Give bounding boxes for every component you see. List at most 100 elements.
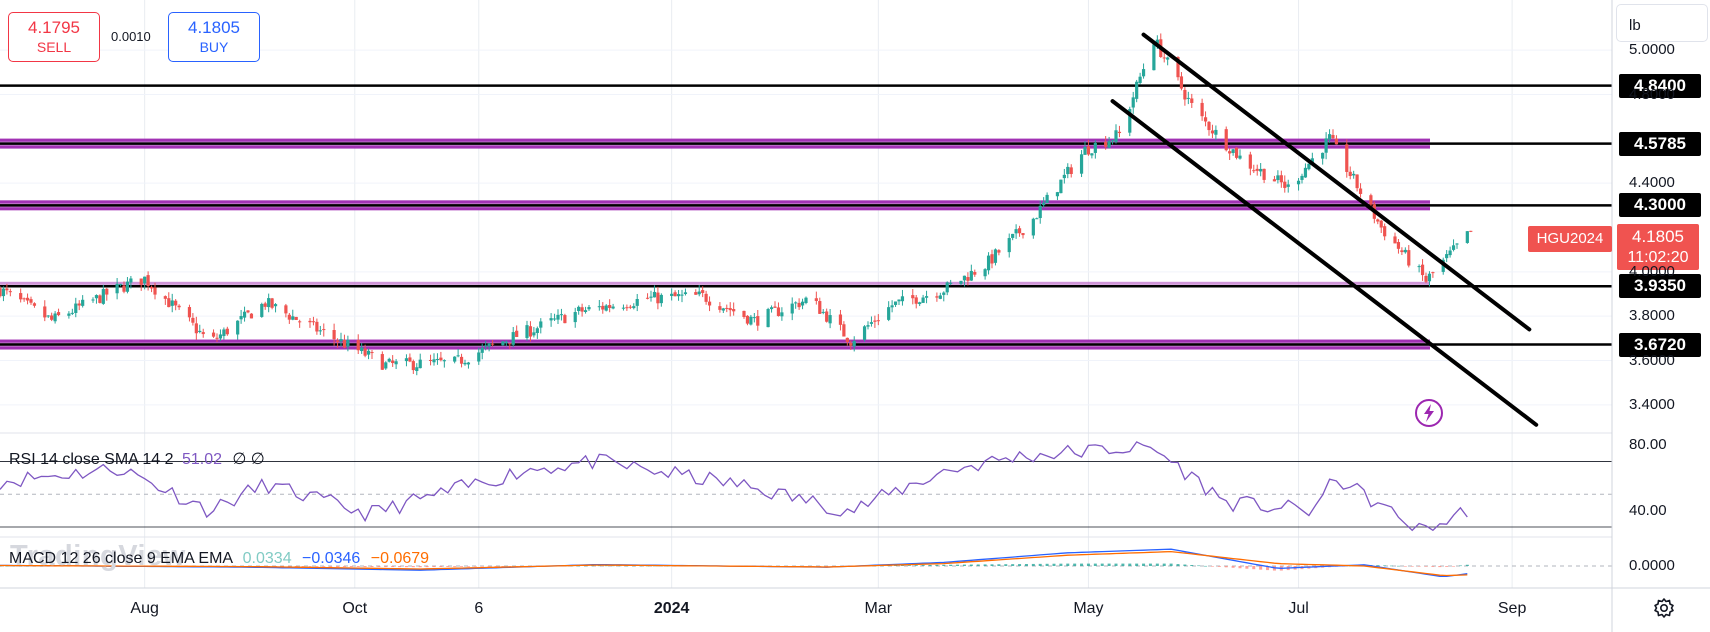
lightning-icon[interactable] [1413, 397, 1445, 429]
buy-label: BUY [199, 39, 229, 55]
candle-body [814, 298, 818, 301]
candle-body [825, 311, 829, 322]
candle-body [287, 314, 291, 320]
macd-histogram-bar [983, 564, 987, 566]
candle-body [797, 302, 801, 308]
candle-body [804, 297, 808, 304]
candle-body [918, 302, 922, 305]
candle-body [794, 302, 798, 304]
candle-body [676, 294, 681, 297]
macd-histogram-bar [384, 566, 388, 568]
macd-histogram-bar [1465, 564, 1469, 566]
candle-body [1214, 129, 1218, 135]
macd-histogram-bar [1396, 565, 1400, 567]
macd-histogram-bar [446, 566, 450, 567]
macd-histogram-bar [825, 566, 829, 567]
candle-body [163, 296, 167, 299]
macd-histogram-bar [1128, 563, 1132, 566]
macd-histogram-bar [1038, 563, 1042, 566]
candle-body [1324, 138, 1328, 153]
channel-trendline-upper[interactable] [1141, 32, 1532, 332]
candle-body [1224, 129, 1228, 151]
time-axis-tick: Oct [342, 600, 368, 617]
candle-body [370, 352, 374, 354]
unit-selector[interactable]: lb [1616, 4, 1708, 42]
candle-body [1117, 131, 1122, 134]
candle-body [966, 277, 970, 281]
macd-histogram-bar [1004, 564, 1008, 566]
candle-body [852, 340, 856, 347]
candle-body [652, 291, 657, 298]
candle-body [611, 306, 615, 309]
candle-body [1248, 154, 1252, 169]
candle-body [1107, 141, 1111, 148]
candle-body [1259, 168, 1263, 172]
candle-body [608, 305, 612, 308]
candle-body [5, 288, 9, 291]
rsi-legend[interactable]: RSI 14 close SMA 14 2 51.02 ∅ ∅ [9, 449, 265, 469]
macd-histogram-bar [473, 566, 477, 567]
macd-histogram-bar [487, 566, 491, 567]
macd-histogram-bar [962, 564, 966, 566]
candle-body [387, 358, 391, 362]
candle-body [528, 326, 533, 337]
macd-histogram-bar [1217, 566, 1221, 567]
candle-body [818, 301, 822, 314]
candle-body [380, 354, 384, 370]
candle-body [22, 298, 26, 300]
macd-axis-tick: 0.0000 [1629, 557, 1675, 574]
candle-body [101, 289, 105, 304]
candle-body [122, 285, 126, 292]
macd-legend[interactable]: MACD 12 26 close 9 EMA EMA 0.0334 −0.034… [9, 550, 429, 568]
candle-body [1255, 168, 1259, 171]
buy-button[interactable]: 4.1805 BUY [168, 12, 260, 62]
candle-body [773, 306, 777, 308]
macd-histogram-bar [1431, 566, 1435, 567]
candle-body [46, 315, 50, 317]
macd-histogram-bar [1162, 563, 1166, 566]
candle-body [1207, 121, 1211, 131]
candle-body [1035, 218, 1039, 220]
candle-body [849, 342, 853, 346]
candle-body [149, 286, 154, 289]
macd-histogram-bar [1417, 566, 1421, 567]
candle-body [597, 306, 601, 308]
candle-body [1141, 69, 1146, 77]
candle-body [391, 360, 395, 364]
macd-legend-hist: 0.0334 [242, 550, 292, 567]
candle-body [504, 341, 508, 343]
candle-body [525, 325, 529, 338]
candle-body [1104, 141, 1108, 147]
candle-body [549, 318, 553, 321]
time-axis-tick: May [1073, 600, 1104, 617]
candle-body [215, 337, 219, 339]
channel-trendline-lower[interactable] [1110, 99, 1539, 427]
candle-body [273, 304, 278, 307]
candle-body [745, 315, 750, 324]
candle-body [1407, 250, 1411, 266]
candle-body [439, 357, 443, 361]
candle-body [1166, 57, 1170, 60]
candle-body [442, 360, 446, 362]
candle-body [1296, 180, 1301, 185]
macd-histogram-bar [914, 565, 918, 566]
macd-histogram-bar [1148, 563, 1152, 566]
candle-body [191, 317, 195, 323]
candle-body [1417, 266, 1421, 268]
candle-body [838, 314, 843, 325]
rsi-legend-extra: ∅ ∅ [232, 451, 265, 468]
candle-body [1114, 130, 1118, 142]
candle-body [563, 315, 567, 324]
candle-body [115, 283, 119, 294]
last-price: 4.1805 [1632, 227, 1684, 246]
candle-body [659, 294, 663, 304]
candle-body [1183, 89, 1187, 100]
candle-body [1445, 254, 1449, 259]
price-axis-tick: 5.0000 [1629, 41, 1675, 59]
candle-body [1176, 57, 1180, 78]
candle-body [1455, 243, 1459, 245]
sell-button[interactable]: 4.1795 SELL [8, 12, 100, 62]
gear-icon[interactable] [1652, 596, 1676, 620]
macd-histogram-bar [336, 566, 340, 567]
